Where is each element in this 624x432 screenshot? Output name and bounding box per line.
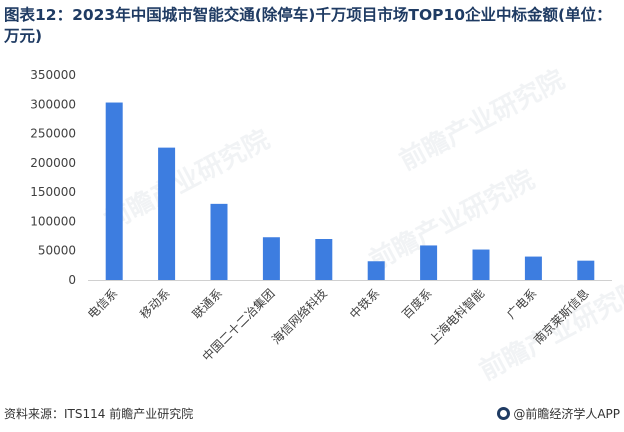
bar bbox=[420, 245, 438, 280]
brand-footer: @前瞻经济学人APP bbox=[497, 405, 620, 422]
y-tick-label: 100000 bbox=[30, 214, 76, 228]
bar bbox=[105, 102, 123, 281]
x-tick-label: 海信网络科技 bbox=[268, 286, 330, 348]
bar bbox=[577, 260, 595, 280]
y-tick-label: 350000 bbox=[30, 68, 76, 82]
y-tick-label: 200000 bbox=[30, 156, 76, 170]
bar bbox=[210, 203, 228, 280]
chart-title: 图表12：2023年中国城市智能交通(除停车)千万项目市场TOP10企业中标金额… bbox=[4, 6, 612, 45]
bar bbox=[315, 239, 333, 280]
bar bbox=[158, 147, 176, 280]
x-tick-label: 联通系 bbox=[190, 286, 225, 321]
bar bbox=[524, 256, 542, 280]
brand-logo-icon bbox=[497, 407, 511, 420]
source-note: 资料来源：ITS114 前瞻产业研究院 bbox=[4, 407, 194, 421]
x-tick-label: 南京莱斯信息 bbox=[530, 286, 592, 348]
bar bbox=[472, 249, 490, 280]
y-tick-label: 300000 bbox=[30, 97, 76, 111]
bar bbox=[367, 261, 385, 280]
x-tick-label: 中铁系 bbox=[346, 286, 382, 322]
y-tick-label: 150000 bbox=[30, 185, 76, 199]
x-tick-label: 百度系 bbox=[399, 286, 435, 322]
bar bbox=[262, 237, 280, 280]
brand-label: @前瞻经济学人APP bbox=[513, 407, 620, 421]
x-tick-label: 上海电科智能 bbox=[426, 286, 488, 348]
y-tick-label: 0 bbox=[68, 273, 76, 287]
y-tick-label: 50000 bbox=[38, 244, 76, 258]
x-tick-label: 移动系 bbox=[137, 286, 172, 321]
x-tick-label: 电信系 bbox=[85, 286, 120, 321]
x-tick-label: 广电系 bbox=[504, 286, 539, 321]
y-tick-label: 250000 bbox=[30, 127, 76, 141]
